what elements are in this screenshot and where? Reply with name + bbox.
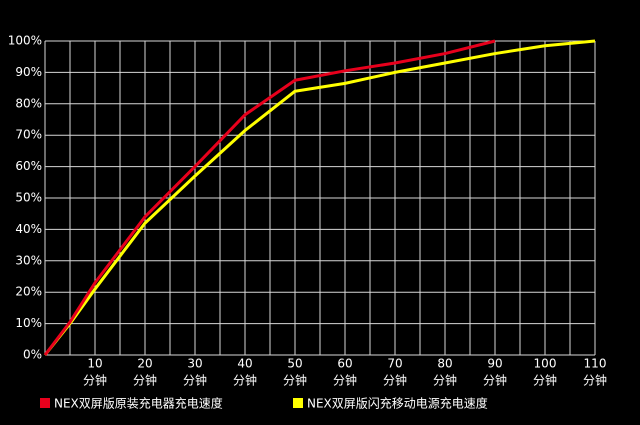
y-tick-label: 30% [15, 253, 42, 267]
x-tick-label: 80 [437, 357, 452, 371]
y-tick-label: 0% [23, 348, 42, 362]
x-tick-label: 40 [237, 357, 252, 371]
x-tick-label: 30 [187, 357, 202, 371]
x-tick-unit: 分钟 [583, 373, 607, 388]
y-tick-label: 10% [15, 316, 42, 330]
x-tick-label: 10 [87, 357, 102, 371]
y-tick-label: 70% [15, 128, 42, 142]
y-tick-label: 80% [15, 96, 42, 110]
x-tick-unit: 分钟 [83, 373, 107, 388]
x-tick-label: 60 [337, 357, 352, 371]
legend-label: NEX双屏版闪充移动电源充电速度 [307, 396, 488, 411]
x-tick-unit: 分钟 [283, 373, 307, 388]
x-tick-label: 70 [387, 357, 402, 371]
series-line [43, 39, 596, 356]
y-tick-label: 60% [15, 159, 42, 173]
x-tick-label: 90 [487, 357, 502, 371]
series-line [43, 39, 496, 356]
x-tick-label: 100 [534, 357, 557, 371]
x-tick-unit: 分钟 [183, 373, 207, 388]
y-tick-label: 20% [15, 285, 42, 299]
x-tick-unit: 分钟 [333, 373, 357, 388]
x-tick-unit: 分钟 [233, 373, 257, 388]
x-tick-unit: 分钟 [533, 373, 557, 388]
y-tick-label: 40% [15, 222, 42, 236]
y-tick-label: 90% [15, 65, 42, 79]
x-tick-label: 50 [287, 357, 302, 371]
y-tick-label: 50% [15, 191, 42, 205]
x-tick-unit: 分钟 [383, 373, 407, 388]
legend-label: NEX双屏版原装充电器充电速度 [54, 396, 223, 411]
x-tick-unit: 分钟 [433, 373, 457, 388]
x-tick-label: 110 [584, 357, 607, 371]
x-tick-unit: 分钟 [483, 373, 507, 388]
legend-swatch [293, 398, 303, 408]
legend-swatch [40, 398, 50, 408]
x-tick-unit: 分钟 [133, 373, 157, 388]
x-tick-label: 20 [137, 357, 152, 371]
y-tick-label: 100% [8, 34, 42, 48]
